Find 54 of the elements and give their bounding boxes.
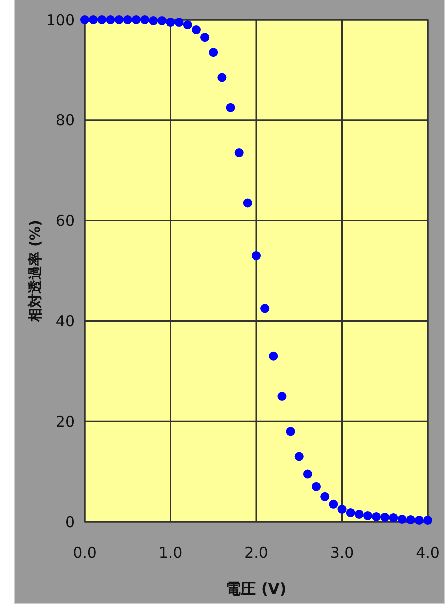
point xyxy=(209,48,218,58)
point xyxy=(398,514,407,524)
point xyxy=(303,470,312,479)
point xyxy=(320,492,330,502)
point xyxy=(294,452,304,462)
point xyxy=(252,251,261,260)
point xyxy=(192,26,201,35)
x-tick-label: 4.0 xyxy=(416,544,440,562)
point xyxy=(166,18,176,28)
y-tick-label: 60 xyxy=(56,212,75,230)
point xyxy=(114,16,124,24)
x-axis-title: 電圧 (V) xyxy=(226,580,287,598)
point xyxy=(406,515,416,524)
point xyxy=(106,16,116,24)
point xyxy=(174,18,184,28)
y-tick-label: 80 xyxy=(56,112,75,130)
point xyxy=(286,427,296,436)
point xyxy=(424,516,432,525)
y-tick-label: 0 xyxy=(65,513,75,532)
point xyxy=(80,16,90,24)
point xyxy=(329,500,338,509)
point xyxy=(260,304,270,314)
point xyxy=(123,16,132,24)
x-tick-label: 3.0 xyxy=(330,544,354,562)
point xyxy=(226,103,236,112)
point xyxy=(414,516,424,525)
y-tick-label: 100 xyxy=(46,11,75,30)
point xyxy=(346,508,356,518)
point xyxy=(278,392,287,401)
point xyxy=(372,512,382,522)
point xyxy=(132,16,141,24)
point xyxy=(354,510,364,519)
point xyxy=(363,511,372,520)
point xyxy=(269,352,278,361)
y-tick-label: 20 xyxy=(56,412,75,431)
y-axis-title: 相対透過率 (%) xyxy=(27,220,44,323)
y-tick-label: 40 xyxy=(56,312,75,330)
point xyxy=(380,512,390,522)
x-tick-label: 2.0 xyxy=(244,544,268,562)
point xyxy=(200,33,210,42)
point xyxy=(312,482,322,492)
point xyxy=(389,513,398,522)
point xyxy=(243,198,252,208)
x-tick-label: 0.0 xyxy=(73,544,97,562)
x-tick-label: 1.0 xyxy=(158,544,183,562)
point xyxy=(183,20,192,30)
point xyxy=(98,16,107,24)
point xyxy=(149,16,158,26)
point xyxy=(234,148,244,158)
point xyxy=(158,16,167,26)
point xyxy=(338,504,347,514)
point xyxy=(218,73,227,82)
point xyxy=(89,16,98,24)
point xyxy=(140,16,150,24)
